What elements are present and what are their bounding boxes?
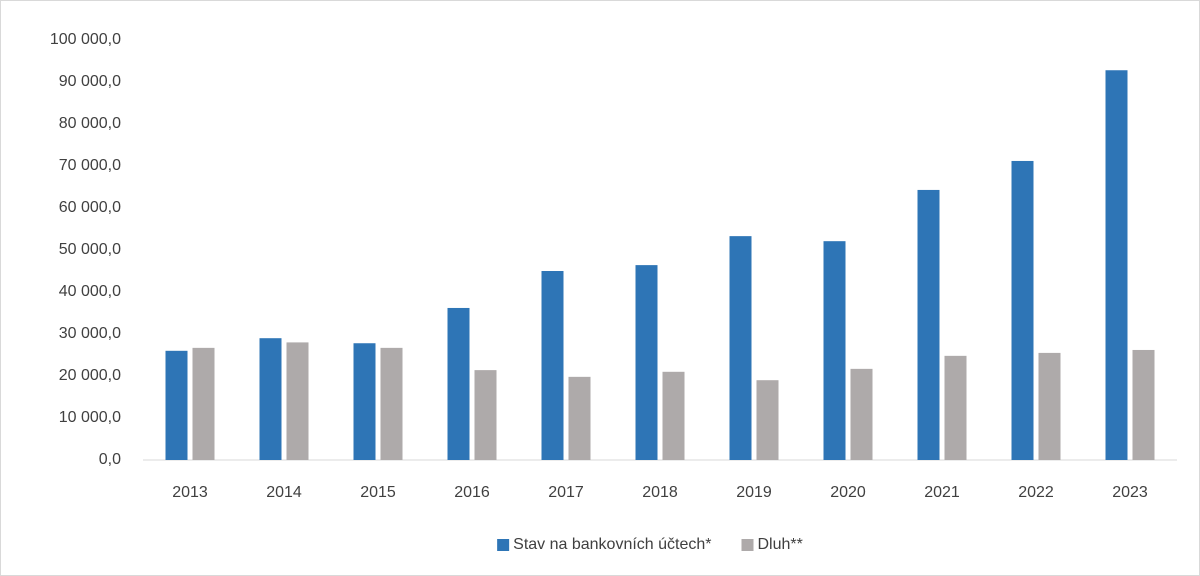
bar: [1132, 349, 1155, 460]
legend-label: Stav na bankovních účtech*: [513, 536, 711, 553]
bar: [662, 371, 685, 460]
bar: [447, 307, 470, 460]
x-tick-label: 2023: [1112, 484, 1148, 501]
bar: [380, 347, 403, 460]
bar: [259, 338, 282, 460]
x-tick-label: 2018: [642, 484, 678, 501]
bar: [944, 355, 967, 460]
bar: [729, 236, 752, 460]
y-tick-label: 20 000,0: [59, 367, 121, 384]
x-tick-label: 2016: [454, 484, 490, 501]
y-tick-label: 90 000,0: [59, 73, 121, 90]
bar: [192, 347, 215, 460]
y-tick-label: 40 000,0: [59, 283, 121, 300]
y-tick-label: 60 000,0: [59, 199, 121, 216]
x-tick-label: 2015: [360, 484, 396, 501]
y-tick-label: 10 000,0: [59, 409, 121, 426]
x-tick-label: 2013: [172, 484, 208, 501]
bar: [850, 368, 873, 460]
x-tick-label: 2014: [266, 484, 302, 501]
bar: [917, 189, 940, 460]
y-tick-label: 50 000,0: [59, 241, 121, 258]
bar: [541, 271, 564, 460]
x-tick-label: 2020: [830, 484, 866, 501]
legend-marker: [497, 539, 510, 551]
bar: [756, 380, 779, 460]
bar: [286, 342, 309, 460]
x-tick-label: 2022: [1018, 484, 1054, 501]
x-tick-label: 2017: [548, 484, 584, 501]
bar: [823, 241, 846, 460]
bar: [635, 265, 658, 460]
y-tick-label: 100 000,0: [50, 31, 121, 48]
bar: [353, 343, 376, 460]
y-tick-label: 80 000,0: [59, 115, 121, 132]
bar: [568, 376, 591, 460]
bar: [474, 370, 497, 460]
bar: [1011, 160, 1034, 460]
bar: [1038, 352, 1061, 460]
legend-label: Dluh**: [758, 536, 803, 553]
x-tick-label: 2021: [924, 484, 960, 501]
bar: [165, 350, 188, 460]
y-tick-label: 30 000,0: [59, 325, 121, 342]
y-tick-label: 0,0: [99, 451, 121, 468]
bar: [1105, 70, 1128, 461]
y-tick-label: 70 000,0: [59, 157, 121, 174]
legend-marker: [741, 539, 754, 551]
x-tick-label: 2019: [736, 484, 772, 501]
